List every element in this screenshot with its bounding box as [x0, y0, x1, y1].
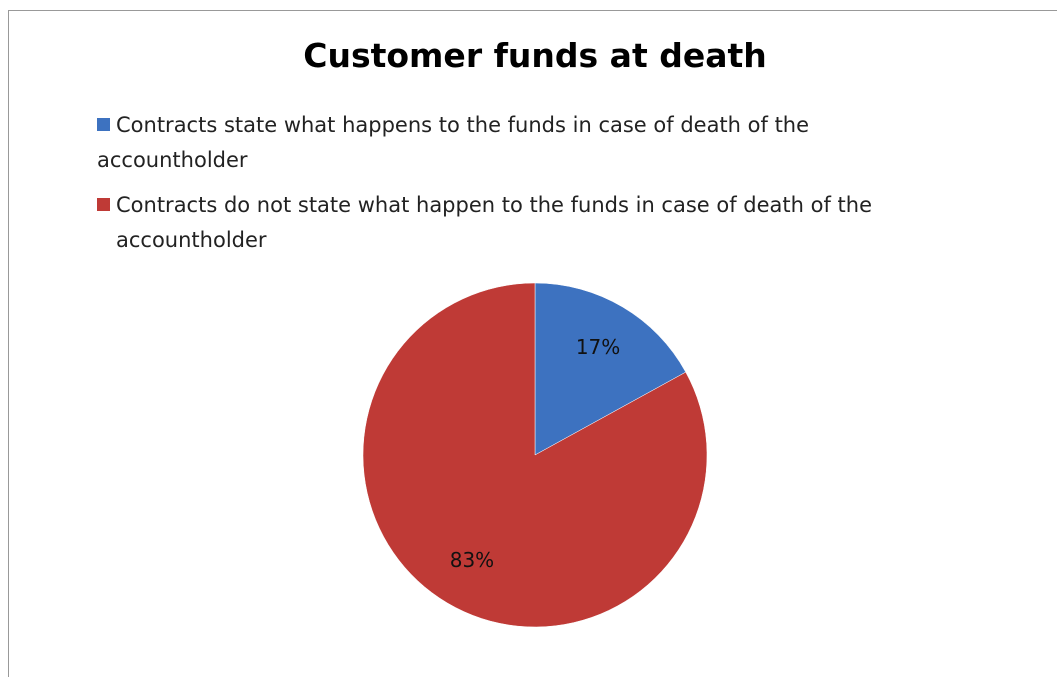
data-label: 17% — [576, 335, 620, 359]
legend-swatch — [97, 118, 110, 131]
data-label: 83% — [450, 548, 494, 572]
legend-entry: Contracts state what happens to the fund… — [97, 108, 897, 178]
pie-slice — [362, 282, 708, 628]
pie-slice — [534, 282, 687, 456]
chart-title: Customer funds at death — [303, 36, 767, 75]
legend-label: Contracts do not state what happen to th… — [116, 193, 873, 252]
legend-entry: Contracts do not state what happen to th… — [97, 188, 916, 258]
chart-frame — [8, 10, 1057, 677]
legend-label: Contracts state what happens to the fund… — [97, 113, 810, 172]
legend-swatch — [97, 198, 110, 211]
